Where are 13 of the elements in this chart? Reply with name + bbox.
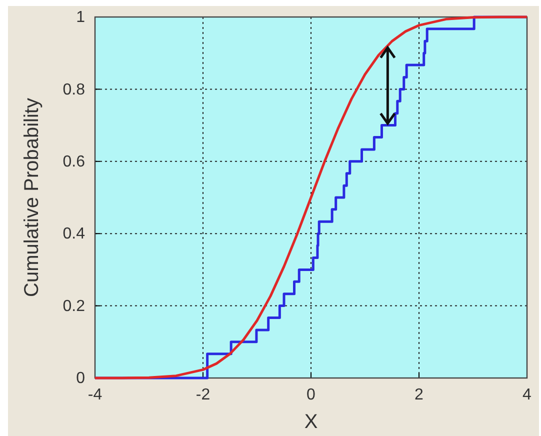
y-axis-title: Cumulative Probability <box>21 98 43 297</box>
y-tick-label: 0.4 <box>62 226 86 243</box>
x-tick-label: -2 <box>196 386 210 404</box>
y-tick-label: 0.8 <box>62 81 86 98</box>
x-tick-label: 0 <box>306 386 316 404</box>
x-tick-label: 2 <box>414 386 424 404</box>
y-tick-label: 0 <box>76 370 86 388</box>
x-tick-label: -4 <box>88 386 102 404</box>
x-tick-label: 4 <box>522 386 532 404</box>
y-tick-label: 0.2 <box>62 298 86 315</box>
x-axis-title: X <box>304 411 318 433</box>
y-tick-label: 0.6 <box>62 154 86 171</box>
y-tick-label: 1 <box>76 9 86 26</box>
